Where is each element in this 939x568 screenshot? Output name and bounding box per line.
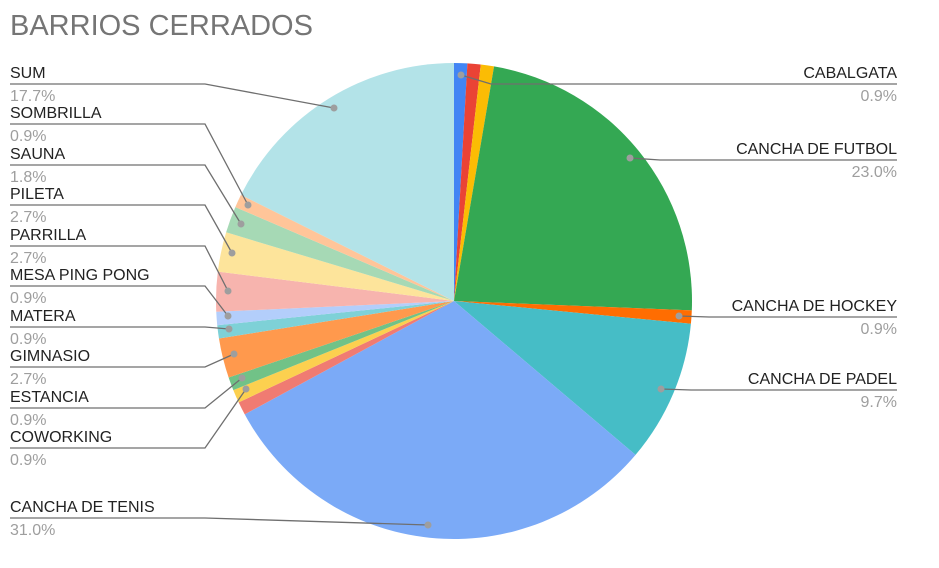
slice-label-name: MATERA [10,308,76,325]
pie-slice-parrilla[interactable] [216,271,454,312]
slice-label-name: ESTANCIA [10,389,89,406]
slice-label-percent: 17.7% [10,88,55,105]
leader-dot [657,385,665,393]
leader-line [10,285,229,317]
slice-label-name: SOMBRILLA [10,105,102,122]
leader-dot [224,312,232,320]
slice-label-percent: 9.7% [861,394,897,411]
pie-slice-cancha-de-futbol[interactable] [454,66,693,311]
leader-dot [457,71,465,79]
leader-line [460,74,897,85]
leader-dot [225,325,233,333]
pie-slice-estancia[interactable] [228,301,454,391]
pie-slice-unlabeled-1[interactable] [454,63,481,301]
slice-label-percent: 2.7% [10,371,46,388]
slice-label-name: MESA PING PONG [10,267,150,284]
pie-slice-cabalgata[interactable] [454,63,468,301]
slice-label-name: CANCHA DE PADEL [748,371,897,388]
leader-dot [224,287,232,295]
leader-dot [424,521,432,529]
pie-slice-cancha-de-hockey[interactable] [454,301,692,324]
slice-label-percent: 0.9% [10,128,46,145]
slice-label-name: SUM [10,65,46,82]
leader-line [10,388,247,449]
pie-slice-pileta[interactable] [217,232,454,301]
pie-slice-cancha-de-tenis[interactable] [244,301,636,539]
slice-label-percent: 1.8% [10,169,46,186]
pie-slice-mesa-ping-pong[interactable] [216,301,454,326]
leader-line [10,83,335,109]
slice-label-percent: 0.9% [10,331,46,348]
slice-labels: CABALGATA 0.9% CANCHA DE FUTBOL 23.0% CANCHA… [10,65,897,539]
leader-line [10,517,429,526]
slice-label-name: GIMNASIO [10,348,90,365]
leader-dot [626,154,634,162]
slice-label-name: CANCHA DE HOCKEY [732,298,898,315]
leader-line [10,326,230,330]
slice-label-percent: 23.0% [852,164,897,181]
leader-line [10,245,229,292]
leader-line [10,377,243,409]
pie-slice-gimnasio[interactable] [218,301,454,378]
leader-dot [244,201,252,209]
chart-title: BARRIOS CERRADOS [10,10,313,42]
leader-line [629,157,897,161]
slice-label-percent: 0.9% [10,290,46,307]
leader-line [10,353,235,368]
leader-line [678,315,897,318]
slice-label-name: CABALGATA [803,65,897,82]
slice-label-percent: 2.7% [10,250,46,267]
leader-dot [238,374,246,382]
pie-slice-unlabeled-7[interactable] [238,301,454,415]
slice-label-name: COWORKING [10,429,112,446]
slice-label-percent: 2.7% [10,209,46,226]
leader-dot [675,312,683,320]
slice-label-name: PARRILLA [10,227,87,244]
pie-slice-unlabeled-2[interactable] [454,64,495,301]
leader-dot [228,249,236,257]
leader-dot [237,220,245,228]
slice-label-name: PILETA [10,186,64,203]
pie-slice-coworking[interactable] [233,301,454,403]
pie-slice-sauna[interactable] [226,207,454,301]
slice-label-percent: 0.9% [861,88,897,105]
slice-label-name: CANCHA DE FUTBOL [736,141,897,158]
leader-dot [230,350,238,358]
leader-line [10,123,249,206]
slice-label-name: SAUNA [10,146,65,163]
slice-label-percent: 31.0% [10,522,55,539]
label-leaders [10,71,897,529]
leader-line [660,388,897,391]
slice-label-percent: 0.9% [861,321,897,338]
pie-slice-sombrilla[interactable] [235,194,454,301]
pie-slice-sum[interactable] [240,63,454,301]
slice-label-percent: 0.9% [10,412,46,429]
leader-dot [242,385,250,393]
leader-line [10,164,242,225]
pie-slice-matera[interactable] [217,301,454,339]
slice-label-percent: 0.9% [10,452,46,469]
pie-slices [216,63,693,539]
leader-dot [330,104,338,112]
slice-label-name: CANCHA DE TENIS [10,499,155,516]
pie-slice-cancha-de-padel[interactable] [454,301,691,455]
leader-line [10,204,233,254]
